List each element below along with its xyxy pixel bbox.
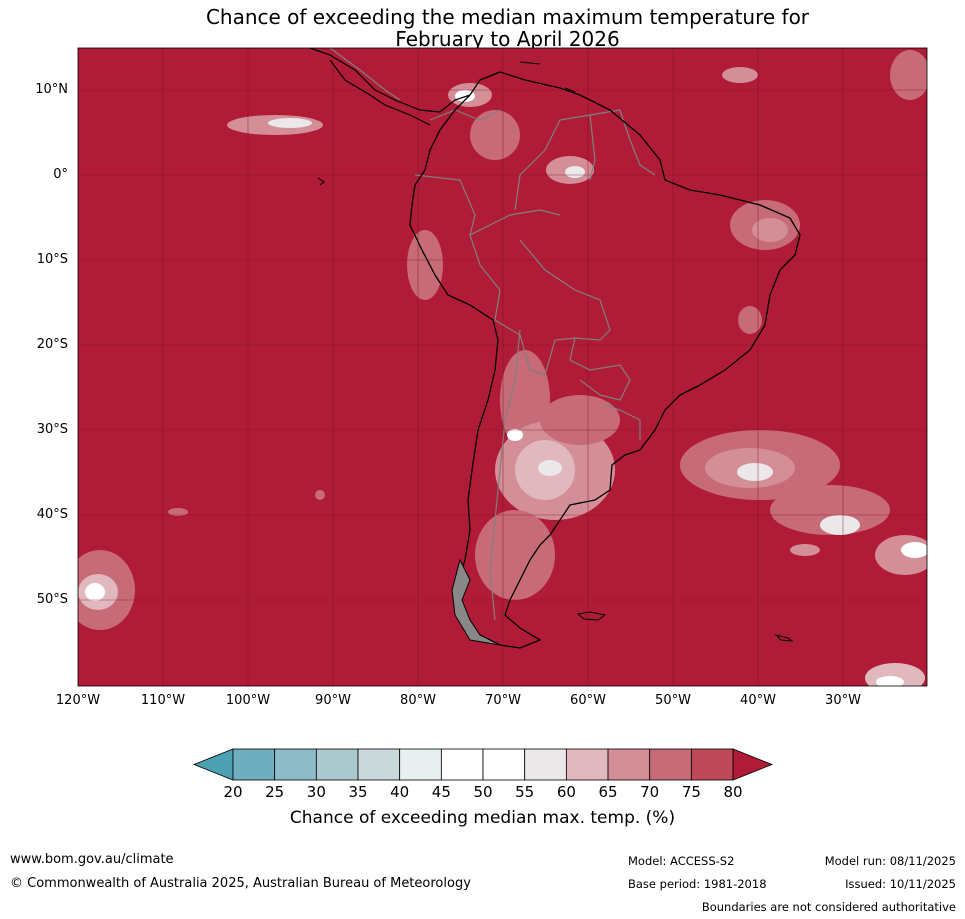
probability-patches <box>78 50 927 686</box>
footer-url: www.bom.gov.au/climate <box>10 852 174 867</box>
lat-label-30s: 30°S <box>36 422 68 437</box>
lon-label-50w: 50°W <box>655 693 691 708</box>
south-america-coastline <box>409 71 801 649</box>
caribbean-islands <box>519 61 576 93</box>
lon-label-30w: 30°W <box>825 693 861 708</box>
lon-label-60w: 60°W <box>570 693 606 708</box>
lon-label-100w: 100°W <box>225 693 271 708</box>
colorbar-tick-label: 55 <box>515 783 535 801</box>
colorbar-label-text: Chance of exceeding median max. temp. (%… <box>289 808 676 828</box>
footer-issued: Issued: 10/11/2025 <box>845 877 956 891</box>
lon-label-90w: 90°W <box>315 693 351 708</box>
map-border <box>77 47 928 687</box>
lon-label-120w: 120°W <box>55 693 101 708</box>
lat-label-20s: 20°S <box>36 337 68 352</box>
gridlines <box>78 48 927 686</box>
footer-model: Model: ACCESS-S2 <box>628 854 735 868</box>
colorbar-tick-label: 45 <box>431 783 451 801</box>
lat-label-50s: 50°S <box>36 592 68 607</box>
footer-model-run: Model run: 08/11/2025 <box>824 854 956 868</box>
footer-copyright: © Commonwealth of Australia 2025, Austra… <box>10 876 471 891</box>
lat-label-40s: 40°S <box>36 507 68 522</box>
colorbar-tick-label: 80 <box>723 783 743 801</box>
falkland-islands <box>576 611 607 621</box>
lat-label-10n: 10°N <box>35 82 68 97</box>
colorbar-tick-label: 30 <box>306 783 326 801</box>
footer-base-period: Base period: 1981-2018 <box>628 877 767 891</box>
colorbar-tick-label: 40 <box>390 783 410 801</box>
galapagos-islands <box>317 177 325 186</box>
south-georgia <box>774 634 794 642</box>
lon-label-80w: 80°W <box>400 693 436 708</box>
colorbar-tick-label: 25 <box>265 783 285 801</box>
colorbar-tick-label: 75 <box>681 783 701 801</box>
colorbar-tick-label: 70 <box>640 783 660 801</box>
colorbar-tick-label: 35 <box>348 783 368 801</box>
colorbar-tick-label: 65 <box>598 783 618 801</box>
lon-label-110w: 110°W <box>140 693 186 708</box>
colorbar-label: Chance of exceeding median max. temp. (%… <box>0 808 965 828</box>
lon-label-40w: 40°W <box>740 693 776 708</box>
lat-label-10s: 10°S <box>36 252 68 267</box>
colorbar-tick-label: 50 <box>473 783 493 801</box>
colorbar-tick-label: 60 <box>556 783 576 801</box>
patagonia-islands <box>451 558 501 646</box>
map-title-line-2: February to April 2026 <box>395 27 620 51</box>
footer-disclaimer: Boundaries are not considered authoritat… <box>701 900 956 914</box>
central-america-coastline <box>309 48 471 126</box>
map-title-line-1: Chance of exceeding the median maximum t… <box>205 5 810 29</box>
lat-label-0: 0° <box>53 167 68 182</box>
country-borders <box>329 48 656 621</box>
lon-label-70w: 70°W <box>485 693 521 708</box>
colorbar-tick-label: 20 <box>223 783 243 801</box>
